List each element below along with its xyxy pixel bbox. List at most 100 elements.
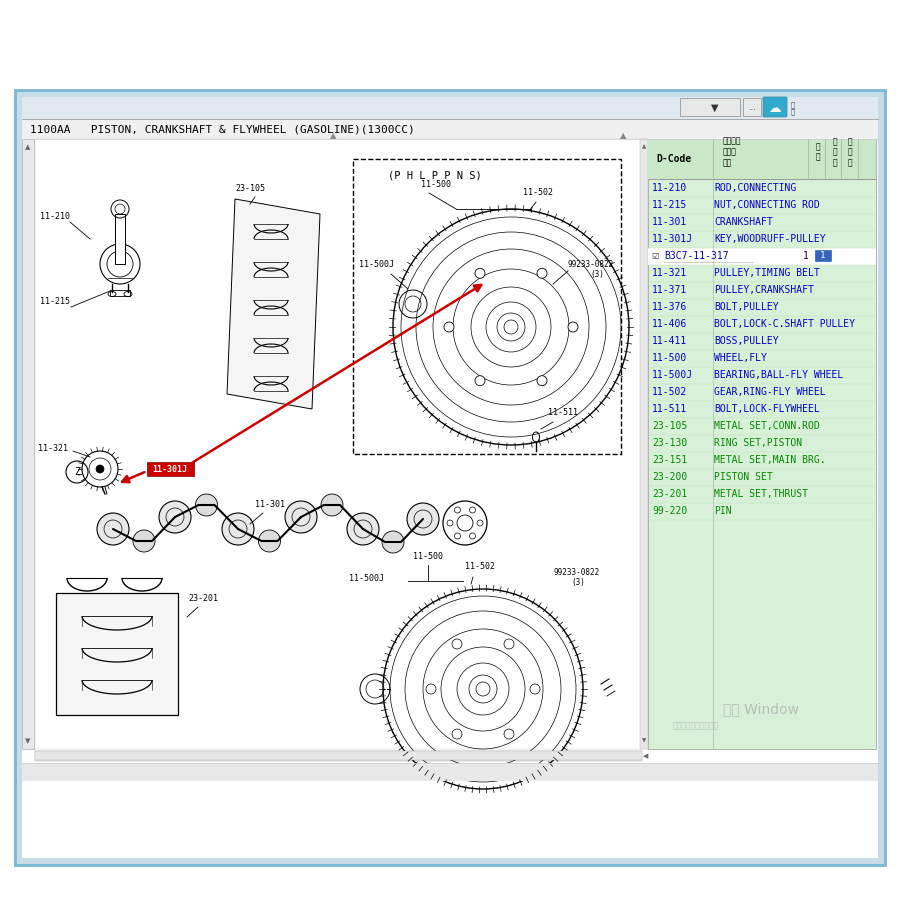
Text: 11-511: 11-511 <box>548 408 578 417</box>
Text: 11-500J: 11-500J <box>652 370 693 380</box>
Circle shape <box>159 501 191 533</box>
Text: 部件名称
部件号
说明: 部件名称 部件号 说明 <box>723 137 742 167</box>
Text: 11-215: 11-215 <box>40 297 70 306</box>
Text: NUT,CONNECTING ROD: NUT,CONNECTING ROD <box>714 200 820 210</box>
Text: ▼: ▼ <box>25 738 31 744</box>
Text: RING SET,PISTON: RING SET,PISTON <box>714 438 802 448</box>
Text: 99233-0822: 99233-0822 <box>568 260 614 269</box>
Circle shape <box>222 513 254 545</box>
FancyBboxPatch shape <box>763 97 787 117</box>
FancyBboxPatch shape <box>147 462 194 475</box>
Bar <box>815 250 831 261</box>
Text: ▲: ▲ <box>25 144 31 150</box>
Text: 11-321: 11-321 <box>38 444 68 453</box>
Text: BOLT,LOCK-FLYWHEEL: BOLT,LOCK-FLYWHEEL <box>714 404 820 414</box>
Text: 优
惠
点: 优 惠 点 <box>848 137 852 166</box>
Text: 11-376: 11-376 <box>652 302 688 312</box>
Circle shape <box>258 530 281 552</box>
Text: ▲: ▲ <box>620 131 626 140</box>
Text: 11-502: 11-502 <box>652 387 688 397</box>
Text: 23-200: 23-200 <box>652 472 688 482</box>
Text: BOLT,PULLEY: BOLT,PULLEY <box>714 302 778 312</box>
Text: ☁: ☁ <box>769 102 781 114</box>
Text: BEARING,BALL-FLY WHEEL: BEARING,BALL-FLY WHEEL <box>714 370 843 380</box>
Text: ...: ... <box>748 104 756 112</box>
Bar <box>648 248 876 265</box>
Circle shape <box>454 533 461 539</box>
Bar <box>22 763 878 781</box>
Circle shape <box>530 684 540 694</box>
Bar <box>743 98 761 116</box>
Circle shape <box>382 531 404 553</box>
Text: WHEEL,FLY: WHEEL,FLY <box>714 353 767 363</box>
Text: (P H L P P N S): (P H L P P N S) <box>388 170 482 180</box>
Text: ▼: ▼ <box>642 739 646 743</box>
Circle shape <box>470 507 475 513</box>
Polygon shape <box>227 199 320 409</box>
Text: ▲: ▲ <box>330 131 337 140</box>
Circle shape <box>504 729 514 739</box>
Circle shape <box>347 513 379 545</box>
Text: ROD,CONNECTING: ROD,CONNECTING <box>714 183 796 193</box>
Text: BOSS,PULLEY: BOSS,PULLEY <box>714 336 778 346</box>
Bar <box>110 290 130 296</box>
Circle shape <box>285 501 317 533</box>
Circle shape <box>321 494 343 516</box>
Text: 11-210: 11-210 <box>652 183 688 193</box>
Text: D-Code: D-Code <box>656 154 691 164</box>
Bar <box>22 97 878 858</box>
Text: 11-500J: 11-500J <box>359 260 394 269</box>
Text: 激活 Window: 激活 Window <box>723 702 799 716</box>
Text: PULLEY,TIMING BELT: PULLEY,TIMING BELT <box>714 268 820 278</box>
Text: 99-220: 99-220 <box>652 506 688 516</box>
Text: 11-301: 11-301 <box>255 500 285 509</box>
Bar <box>353 159 621 454</box>
Text: 11-301: 11-301 <box>652 217 688 227</box>
Bar <box>35 751 642 761</box>
Circle shape <box>504 639 514 649</box>
Text: 11-406: 11-406 <box>652 319 688 329</box>
Text: 11-500: 11-500 <box>413 552 443 561</box>
Text: 指
南: 指 南 <box>791 101 795 115</box>
Text: 23-201: 23-201 <box>188 594 218 603</box>
Text: 小心证明广告为假决评: 小心证明广告为假决评 <box>673 722 719 731</box>
Text: 11-301J: 11-301J <box>152 464 187 473</box>
Circle shape <box>475 268 485 278</box>
Text: BOLT,LOCK-C.SHAFT PULLEY: BOLT,LOCK-C.SHAFT PULLEY <box>714 319 855 329</box>
Text: B3C7-11-317: B3C7-11-317 <box>664 251 729 261</box>
Text: 11-502: 11-502 <box>465 562 495 571</box>
Text: (3): (3) <box>571 578 585 587</box>
Circle shape <box>426 684 436 694</box>
Text: METAL SET,CONN.ROD: METAL SET,CONN.ROD <box>714 421 820 431</box>
Text: 1100AA   PISTON, CRANKSHAFT & FLYWHEEL (GASOLINE)(1300CC): 1100AA PISTON, CRANKSHAFT & FLYWHEEL (GA… <box>30 124 415 134</box>
Bar <box>680 98 740 116</box>
Text: 11-321: 11-321 <box>652 268 688 278</box>
Circle shape <box>96 465 104 473</box>
Circle shape <box>477 520 483 526</box>
Text: 1: 1 <box>803 251 809 261</box>
Bar <box>22 97 878 119</box>
Text: KEY,WOODRUFF-PULLEY: KEY,WOODRUFF-PULLEY <box>714 234 825 244</box>
Circle shape <box>475 375 485 386</box>
Text: 11-502: 11-502 <box>523 188 553 197</box>
Text: (3): (3) <box>590 270 604 279</box>
Text: 99233-0822: 99233-0822 <box>553 568 599 577</box>
Circle shape <box>133 530 155 552</box>
Bar <box>15 90 885 865</box>
Text: 23-151: 23-151 <box>652 455 688 465</box>
Text: GEAR,RING-FLY WHEEL: GEAR,RING-FLY WHEEL <box>714 387 825 397</box>
Text: 11-215: 11-215 <box>652 200 688 210</box>
Bar <box>648 139 876 179</box>
Bar <box>640 139 648 749</box>
Text: 23-105: 23-105 <box>235 184 265 193</box>
Text: 23-130: 23-130 <box>652 438 688 448</box>
Circle shape <box>452 639 462 649</box>
Text: ☑: ☑ <box>651 251 659 260</box>
Text: METAL SET,THRUST: METAL SET,THRUST <box>714 489 808 499</box>
FancyBboxPatch shape <box>56 593 178 715</box>
Text: PISTON SET: PISTON SET <box>714 472 773 482</box>
Circle shape <box>452 729 462 739</box>
Text: 11-511: 11-511 <box>652 404 688 414</box>
Text: PIN: PIN <box>714 506 732 516</box>
Bar <box>35 751 642 760</box>
